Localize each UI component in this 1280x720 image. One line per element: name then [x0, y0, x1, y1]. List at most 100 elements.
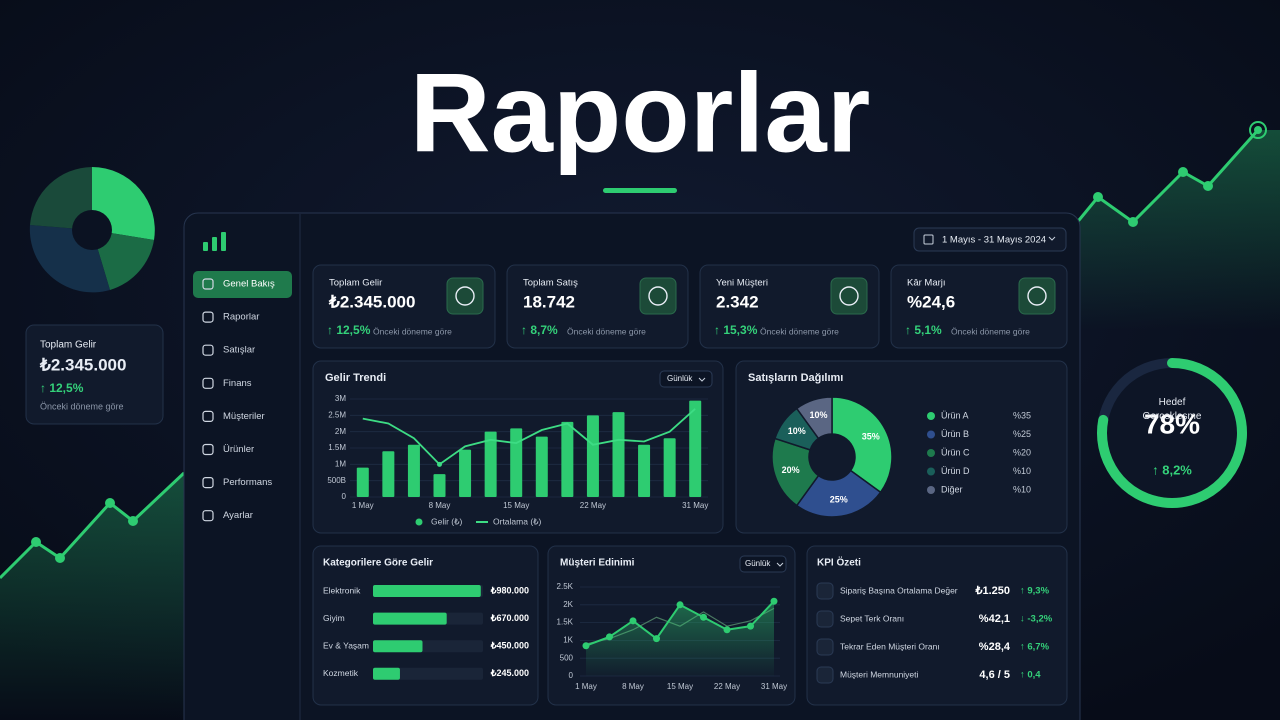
- category-label: Kozmetik: [323, 668, 359, 678]
- legend-value: %10: [1013, 484, 1031, 494]
- panel-title: KPI Özeti: [817, 556, 861, 569]
- nav-item[interactable]: Performans: [223, 477, 272, 488]
- y-tick-label: 1K: [563, 636, 573, 645]
- bar: [433, 474, 446, 497]
- kpi-icon-glyph: [839, 286, 859, 306]
- value-label: ₺980.000: [490, 585, 529, 595]
- kpi-row-label: Sepet Terk Oranı: [840, 613, 904, 623]
- line-point: [770, 597, 778, 605]
- legend-swatch: [927, 449, 935, 457]
- line-point: [629, 617, 637, 625]
- card-note: Önceki döneme göre: [40, 401, 124, 411]
- kpi-summary-panel: [806, 545, 1068, 706]
- title-underline: [603, 188, 677, 193]
- date-picker[interactable]: [913, 227, 1067, 252]
- legend-swatch: [927, 486, 935, 494]
- nav-icon: [202, 410, 214, 422]
- gauge-arc: [1097, 358, 1247, 508]
- bar: [638, 444, 651, 497]
- kpi-icon: [639, 277, 677, 315]
- kpi-icon: [830, 277, 868, 315]
- category-revenue-panel: [312, 545, 539, 706]
- legend-value: %10: [1013, 466, 1031, 476]
- panel-title: Müşteri Edinimi: [560, 558, 635, 569]
- bar: [373, 640, 423, 653]
- kpi-change: ↑ 8,7%: [521, 323, 558, 337]
- nav-item[interactable]: Genel Bakış: [223, 279, 275, 290]
- nav-item[interactable]: Ayarlar: [223, 510, 253, 521]
- kpi-value: 2.342: [716, 292, 759, 311]
- x-tick-label: 8 May: [429, 501, 451, 510]
- decor-lines: [0, 121, 1280, 720]
- nav-icon: [202, 344, 214, 356]
- period-select[interactable]: [659, 370, 713, 388]
- y-tick-label: 2.5K: [557, 582, 574, 591]
- date-range: 1 Mayıs - 31 Mayıs 2024: [942, 235, 1046, 246]
- bar: [382, 451, 395, 497]
- calendar-icon: [923, 234, 934, 245]
- bar: [373, 667, 400, 680]
- area: [586, 601, 774, 676]
- nav-item[interactable]: Ürünler: [223, 444, 254, 455]
- row-icon: [816, 666, 834, 684]
- value-label: ₺450.000: [490, 641, 529, 651]
- legend-label: Ortalama (₺): [493, 516, 542, 526]
- nav-item[interactable]: Raporlar: [223, 312, 259, 323]
- y-tick-label: 1M: [335, 459, 346, 468]
- kpi-change: ↑ 12,5%: [327, 323, 371, 337]
- pie-slice: [795, 396, 833, 440]
- y-tick-label: 3M: [335, 394, 346, 403]
- kpi-row-change: ↑ 6,7%: [1020, 642, 1050, 653]
- bar: [407, 444, 420, 497]
- y-tick-label: 2M: [335, 427, 346, 436]
- y-tick-label: 500B: [327, 476, 346, 485]
- x-tick-label: 8 May: [622, 682, 644, 691]
- line-point: [582, 642, 590, 650]
- legend-label: Diğer: [941, 484, 963, 494]
- pie-slice: [795, 469, 882, 518]
- bar: [484, 431, 497, 497]
- category-label: Elektronik: [323, 585, 361, 595]
- bar-track: [373, 667, 483, 680]
- legend-label: Ürün C: [941, 447, 970, 457]
- kpi-row-change: ↓ -3,2%: [1020, 614, 1053, 625]
- chevron: [1048, 236, 1056, 241]
- kpi-label: Toplam Satış: [523, 278, 578, 289]
- panel-title: Gelir Trendi: [325, 372, 386, 384]
- period-label[interactable]: Günlük: [745, 559, 771, 568]
- bar: [356, 467, 369, 497]
- kpi-row-label: Tekrar Eden Müşteri Oranı: [840, 641, 940, 651]
- floating-card: [25, 324, 164, 425]
- chevron: [776, 562, 784, 567]
- kpi-row-label: Sipariş Başına Ortalama Değer: [840, 585, 958, 595]
- bar: [561, 421, 574, 497]
- kpi-label: Toplam Gelir: [329, 278, 382, 289]
- kpi-note: Önceki döneme göre: [951, 326, 1030, 336]
- chevron: [698, 377, 706, 382]
- kpi-value: ₺2.345.000: [328, 292, 415, 311]
- value-label: ₺245.000: [490, 668, 529, 678]
- kpi-icon: [1018, 277, 1056, 315]
- slice-label: 10%: [810, 410, 828, 420]
- nav-item[interactable]: Satışlar: [223, 345, 255, 356]
- card-change: ↑ 12,5%: [40, 381, 84, 395]
- line-point: [723, 626, 731, 634]
- legend-label: Ürün D: [941, 466, 970, 476]
- kpi-icon-glyph: [648, 286, 668, 306]
- line-point: [653, 635, 660, 643]
- card-label: Toplam Gelir: [40, 340, 97, 351]
- page-title: Raporlar: [410, 51, 871, 176]
- row-icon: [816, 638, 834, 656]
- panel-title: Satışların Dağılımı: [748, 372, 843, 384]
- nav-item[interactable]: Müşteriler: [223, 411, 265, 422]
- kpi-row-change: ↑ 9,3%: [1020, 586, 1050, 597]
- period-label[interactable]: Günlük: [667, 374, 693, 383]
- x-tick-label: 22 May: [580, 501, 606, 510]
- slice-label: 20%: [782, 465, 800, 475]
- x-tick-label: 22 May: [714, 682, 740, 691]
- period-select[interactable]: [739, 555, 787, 573]
- row-icon: [816, 582, 834, 600]
- bar: [373, 585, 481, 597]
- nav-item[interactable]: Finans: [223, 378, 252, 389]
